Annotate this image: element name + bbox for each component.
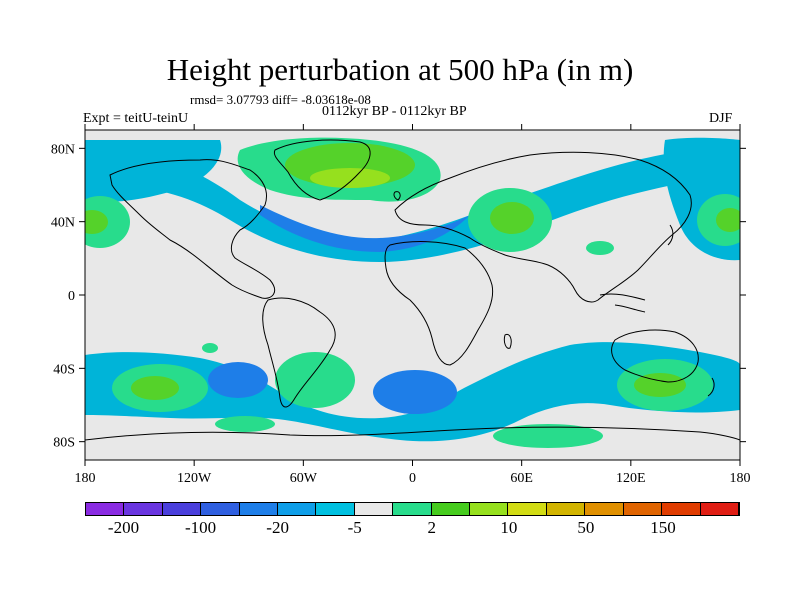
colorbar-swatch: [470, 503, 509, 515]
north-pacific-low: [85, 140, 222, 202]
antarctic-high-small: [202, 343, 218, 353]
colorbar-swatch: [546, 503, 586, 515]
colorbar-swatch: [86, 503, 125, 515]
colorbar-label: -5: [347, 518, 362, 537]
japan-coast: [667, 224, 674, 246]
colorbar-label: 150: [650, 518, 676, 537]
colorbar-swatch: [585, 503, 624, 515]
colorbar-swatch: [393, 503, 432, 515]
experiment-label: Expt = teitU-teinU: [83, 111, 189, 126]
colorbar-label: -200: [107, 518, 140, 537]
madagascar-coast: [503, 333, 512, 349]
eurasia-coast: [394, 151, 692, 303]
colorbar-swatch: [162, 503, 202, 515]
colorbar-swatch: [201, 503, 240, 515]
southern-ocean-high: [493, 424, 603, 448]
lon-tick-label: 120E: [616, 471, 646, 486]
lat-tick-label: 80N: [51, 142, 75, 157]
colorbar-label: 50: [577, 518, 595, 537]
colorbar-swatch: [431, 503, 471, 515]
north-pacific-west-high-core: [85, 210, 108, 234]
lat-tick-label: 80S: [53, 436, 75, 451]
colorbar-swatch: [623, 503, 663, 515]
colorbar-label: -100: [184, 518, 217, 537]
new-zealand-coast: [707, 377, 715, 397]
north-america-coast: [109, 159, 275, 299]
colorbar-swatch: [700, 503, 739, 515]
greenland-high-center: [310, 168, 390, 188]
colorbar-swatch: [354, 503, 394, 515]
colorbar-label: -20: [266, 518, 289, 537]
colorbar-label: 2: [427, 518, 437, 537]
lon-tick-label: 0: [409, 471, 416, 486]
greenland-coast: [273, 139, 371, 201]
south-america-coast: [262, 297, 336, 408]
uk-coast: [393, 191, 401, 201]
contour-layer: [85, 137, 740, 448]
antarctica-coast: [85, 426, 740, 441]
season-label: DJF: [709, 111, 733, 126]
africa-coast: [384, 241, 494, 366]
south-australia-high-core: [634, 373, 686, 397]
stats-label: rmsd= 3.07793 diff= -8.03618e-08: [190, 92, 371, 107]
colorbar-swatch: [316, 503, 355, 515]
south-america-high: [275, 352, 355, 408]
lon-tick-label: 180: [75, 471, 96, 486]
south-pacific-low-core: [208, 362, 268, 398]
plot-title: Height perturbation at 500 hPa (in m): [166, 52, 634, 87]
asia-high-small: [586, 241, 614, 255]
south-atlantic-low-core: [373, 370, 457, 414]
colorbar-swatch: [239, 503, 279, 515]
colorbar-swatch: [508, 503, 547, 515]
lat-tick-label: 0: [68, 289, 75, 304]
lon-tick-label: 120W: [177, 471, 212, 486]
lat-tick-label: 40S: [53, 362, 75, 377]
period-label: 0112kyr BP - 0112kyr BP: [322, 104, 467, 119]
colorbar-swatch: [124, 503, 163, 515]
indonesia-coast: [599, 293, 646, 313]
coastlines: [85, 139, 740, 441]
southern-ocean-high-west: [215, 416, 275, 432]
colorbar-swatch: [662, 503, 701, 515]
mediterranean-high-core: [490, 202, 534, 234]
australia-coast: [611, 329, 699, 383]
tick-group: 80N 40N 0 40S 80S 180 120W 60W 0 60E 120E 180: [51, 124, 751, 486]
colorbar: [85, 502, 740, 516]
lon-tick-label: 60W: [290, 471, 318, 486]
colorbar-label: 10: [500, 518, 518, 537]
colorbar-swatch: [278, 503, 317, 515]
south-pacific-high-core: [131, 376, 179, 400]
north-pacific-east-high-core: [716, 208, 740, 232]
lat-tick-label: 40N: [51, 216, 75, 231]
north-atlantic-low-core: [260, 205, 470, 252]
lon-tick-label: 60E: [510, 471, 533, 486]
lon-tick-label: 180: [730, 471, 751, 486]
